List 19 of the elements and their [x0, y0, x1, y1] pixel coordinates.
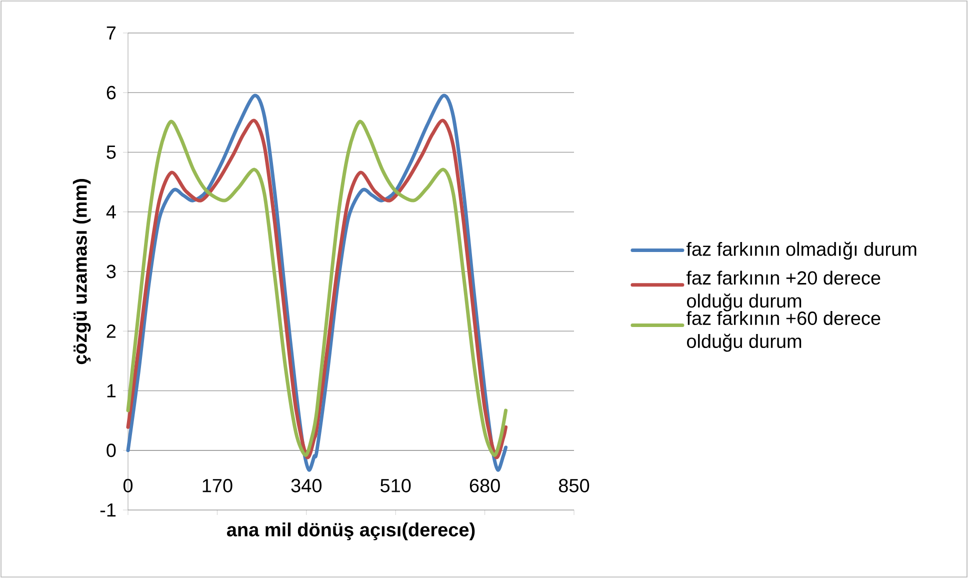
x-tick-label: 850	[558, 478, 590, 492]
y-tick-label: -1	[100, 503, 116, 517]
y-tick-label: 6	[106, 86, 116, 100]
y-tick-label: 3	[106, 264, 116, 278]
y-tick-label: 0	[106, 444, 116, 458]
legend-label: faz farkının +60 derece olduğu durum	[686, 311, 880, 352]
x-tick-label: 680	[470, 478, 500, 492]
x-tick-label: 0	[123, 478, 133, 492]
legend-label: faz farkının olmadığı durum	[686, 242, 916, 260]
y-tick-label: 2	[106, 324, 116, 338]
y-tick-label: 4	[106, 205, 116, 218]
x-tick-label: 170	[202, 478, 232, 492]
x-tick-label: 340	[291, 478, 322, 492]
y-tick-label: 5	[106, 146, 116, 159]
x-tick-label: 510	[380, 478, 411, 492]
y-tick-label: 1	[107, 384, 116, 398]
y-axis-title: çözgü uzaması (mm)	[72, 179, 91, 364]
y-tick-label: 7	[106, 26, 116, 40]
x-axis-title: ana mil dönüş açısı(derece)	[226, 522, 475, 540]
